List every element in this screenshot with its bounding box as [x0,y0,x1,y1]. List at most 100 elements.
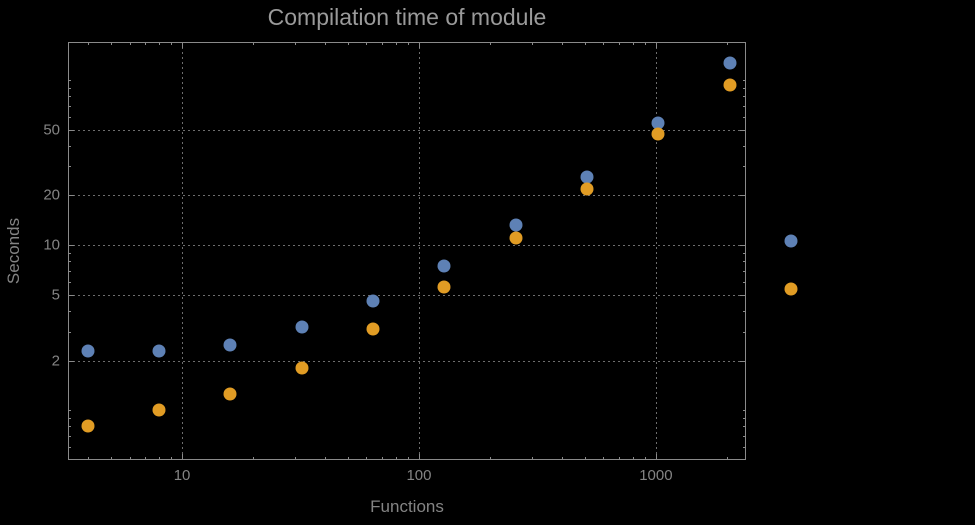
y-tick [68,252,71,254]
y-tick [740,129,746,131]
x-tick [159,457,161,460]
data-point-series-2-orange [723,78,737,92]
y-gridline [68,129,746,131]
data-point-series-1-blue [295,320,309,334]
x-tick [655,42,657,48]
data-point-series-1-blue [437,259,451,273]
y-tick [743,426,746,428]
x-tick [171,42,173,45]
y-tick [68,294,74,296]
plot-frame [68,42,746,460]
x-tick [324,42,326,45]
x-tick [347,457,349,460]
x-tick [408,457,410,460]
x-tick [584,42,586,45]
y-tick [68,116,71,118]
y-tick [743,446,746,448]
x-tick [159,42,161,45]
y-tick [68,310,71,312]
x-tick [490,457,492,460]
data-point-series-1-blue [509,218,523,232]
x-tick [408,42,410,45]
y-gridline [68,360,746,362]
x-tick [645,42,647,45]
x-axis-label: Functions [370,497,444,516]
x-tick [632,457,634,460]
data-point-series-1-blue [223,338,237,352]
x-tick-label: 10 [173,467,191,484]
legend-marker-2 [784,282,798,296]
data-point-series-2-orange [81,419,95,433]
x-gridline [655,42,657,460]
x-tick [396,457,398,460]
x-tick [727,457,729,460]
x-tick [110,42,112,45]
x-gridline [182,42,184,460]
legend-marker-1 [784,234,798,248]
x-tick [645,457,647,460]
y-tick [68,129,74,131]
x-tick [382,457,384,460]
data-point-series-2-orange [152,403,166,417]
y-tick [743,281,746,283]
x-tick [295,457,297,460]
y-tick [743,410,746,412]
x-tick [396,42,398,45]
x-tick [603,457,605,460]
x-tick [603,42,605,45]
y-tick [68,245,74,247]
y-tick [740,360,746,362]
y-tick [743,252,746,254]
data-point-series-2-orange [437,280,451,294]
y-tick [68,261,71,263]
y-tick-label: 50 [43,121,60,139]
x-tick [418,454,420,460]
x-tick [584,457,586,460]
data-point-series-1-blue [723,56,737,70]
y-tick [68,80,71,82]
y-tick [68,360,74,362]
data-point-series-1-blue [651,116,665,130]
x-tick [182,42,184,48]
data-point-series-1-blue [580,170,594,184]
x-tick [366,457,368,460]
x-tick [532,42,534,45]
data-point-series-2-orange [651,127,665,141]
x-tick [182,454,184,460]
x-tick [382,42,384,45]
data-point-series-2-orange [580,182,594,196]
y-tick [68,270,71,272]
data-point-series-2-orange [295,361,309,375]
data-point-series-1-blue [152,344,166,358]
y-tick [68,87,71,89]
x-tick [87,42,89,45]
x-tick [253,42,255,45]
y-tick [743,435,746,437]
y-tick [68,281,71,283]
x-tick [490,42,492,45]
y-tick [743,105,746,107]
x-tick [295,42,297,45]
y-gridline [68,195,746,197]
y-tick [68,446,71,448]
y-tick [743,166,746,168]
y-tick [743,87,746,89]
y-tick-label: 10 [43,236,60,254]
x-gridline [418,42,420,460]
y-gridline [68,294,746,296]
y-tick [68,145,71,147]
y-tick [743,80,746,82]
y-tick [68,166,71,168]
y-tick [68,410,71,412]
y-tick [743,310,746,312]
y-tick [743,261,746,263]
y-tick [743,145,746,147]
y-tick [68,105,71,107]
y-tick [68,195,74,197]
y-tick [68,96,71,98]
y-tick [743,331,746,333]
y-tick [740,195,746,197]
y-gridline [68,245,746,247]
x-tick [655,454,657,460]
